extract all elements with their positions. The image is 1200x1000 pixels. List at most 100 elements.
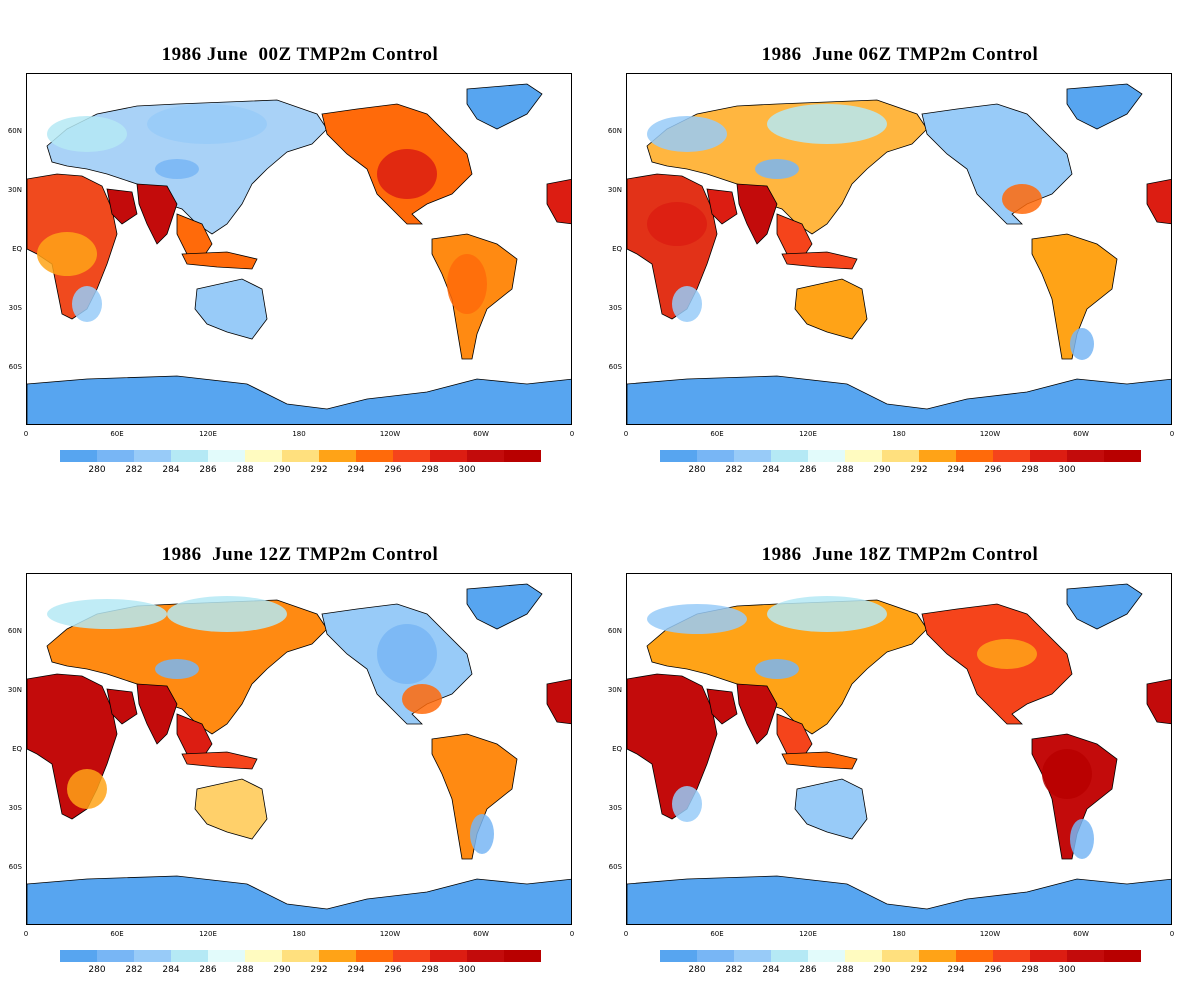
colorbar-swatch bbox=[697, 450, 734, 462]
lon-tick-label: 180 bbox=[292, 430, 306, 438]
colorbar-label: 300 bbox=[458, 965, 476, 975]
temperature-region bbox=[1002, 184, 1042, 214]
colorbar-label: 298 bbox=[421, 965, 439, 975]
colorbar-swatch bbox=[319, 950, 356, 962]
colorbar-swatch bbox=[97, 950, 134, 962]
temperature-map bbox=[627, 83, 1171, 424]
temperature-region bbox=[1042, 749, 1092, 799]
land-indonesia bbox=[181, 251, 258, 270]
colorbar-label: 286 bbox=[799, 465, 817, 475]
colorbar-label: 282 bbox=[725, 465, 743, 475]
land-arabia bbox=[106, 688, 138, 725]
colorbar-label: 284 bbox=[162, 965, 180, 975]
colorbar-swatch bbox=[956, 450, 993, 462]
colorbar-label: 298 bbox=[1021, 465, 1039, 475]
temperature-region bbox=[377, 149, 437, 199]
panel-title: 1986 June 12Z TMP2m Control bbox=[161, 544, 439, 565]
colorbar-label: 294 bbox=[347, 465, 365, 475]
lat-tick-label: EQ bbox=[12, 745, 22, 753]
colorbar-label: 300 bbox=[1058, 965, 1076, 975]
land-africa bbox=[627, 673, 718, 820]
land-antarctica bbox=[627, 875, 1171, 924]
lon-tick-label: 0 bbox=[1169, 930, 1175, 938]
land-arabia bbox=[706, 188, 738, 225]
land-greenland bbox=[466, 83, 543, 130]
colorbar-label: 280 bbox=[88, 965, 106, 975]
colorbar-label: 288 bbox=[836, 965, 854, 975]
lat-tick-label: 60S bbox=[8, 863, 22, 871]
lon-tick-label: 0 bbox=[569, 430, 575, 438]
colorbar-swatch bbox=[134, 950, 171, 962]
colorbar-label: 298 bbox=[421, 465, 439, 475]
temperature-region bbox=[1070, 328, 1094, 360]
lon-tick-label: 120E bbox=[799, 930, 817, 938]
land-india bbox=[736, 183, 778, 245]
colorbar-label: 288 bbox=[836, 465, 854, 475]
temperature-map bbox=[627, 583, 1171, 924]
colorbar-label: 296 bbox=[384, 465, 402, 475]
map-plot-area bbox=[626, 573, 1172, 925]
colorbar-label: 284 bbox=[162, 465, 180, 475]
colorbar-swatch bbox=[660, 950, 697, 962]
colorbar-label: 286 bbox=[799, 965, 817, 975]
lon-tick-label: 0 bbox=[623, 930, 629, 938]
temperature-region bbox=[377, 624, 437, 684]
map-plot-area bbox=[26, 73, 572, 425]
temperature-region bbox=[647, 116, 727, 152]
lat-tick-label: 30N bbox=[607, 686, 622, 694]
lon-tick-label: 0 bbox=[569, 930, 575, 938]
temperature-region bbox=[755, 159, 799, 179]
temperature-region bbox=[672, 786, 702, 822]
colorbar-swatch bbox=[734, 450, 771, 462]
colorbar-swatch bbox=[319, 450, 356, 462]
colorbar-swatch bbox=[504, 950, 541, 962]
lat-tick-label: EQ bbox=[612, 245, 622, 253]
colorbar-label: 282 bbox=[725, 965, 743, 975]
temperature-map bbox=[27, 583, 571, 924]
temperature-region bbox=[147, 104, 267, 144]
lon-tick-label: 60E bbox=[710, 430, 724, 438]
temperature-region bbox=[47, 599, 167, 629]
colorbar-swatch bbox=[393, 950, 430, 962]
lon-tick-label: 120E bbox=[199, 430, 217, 438]
land-australia bbox=[794, 778, 868, 840]
colorbar bbox=[660, 450, 1141, 462]
colorbar-swatch bbox=[245, 950, 282, 962]
colorbar-swatch bbox=[282, 950, 319, 962]
colorbar-label: 288 bbox=[236, 465, 254, 475]
lon-tick-label: 180 bbox=[892, 430, 906, 438]
colorbar-swatch bbox=[60, 450, 97, 462]
colorbar-swatch bbox=[282, 450, 319, 462]
lat-tick-label: 30S bbox=[8, 304, 22, 312]
lat-tick-label: 60N bbox=[607, 127, 622, 135]
colorbar-swatch bbox=[882, 950, 919, 962]
colorbar-label: 292 bbox=[910, 465, 928, 475]
temperature-region bbox=[47, 116, 127, 152]
lat-tick-label: 30S bbox=[608, 304, 622, 312]
colorbar-swatch bbox=[919, 450, 956, 462]
colorbar-swatch bbox=[845, 450, 882, 462]
colorbar-label: 288 bbox=[236, 965, 254, 975]
colorbar-swatch bbox=[734, 950, 771, 962]
colorbar-label: 292 bbox=[310, 465, 328, 475]
lon-tick-label: 60E bbox=[110, 430, 124, 438]
colorbar-swatch bbox=[1067, 450, 1104, 462]
land-indonesia bbox=[781, 251, 858, 270]
temperature-region bbox=[470, 814, 494, 854]
colorbar-label: 290 bbox=[873, 465, 891, 475]
panel-title: 1986 June 18Z TMP2m Control bbox=[761, 544, 1039, 565]
lon-tick-label: 120W bbox=[379, 430, 401, 438]
lat-tick-label: 30S bbox=[8, 804, 22, 812]
colorbar-swatch bbox=[993, 950, 1030, 962]
colorbar-swatch bbox=[356, 950, 393, 962]
lat-tick-label: 30N bbox=[7, 686, 22, 694]
lat-tick-label: 30N bbox=[607, 186, 622, 194]
lat-tick-label: EQ bbox=[12, 245, 22, 253]
lat-tick-label: EQ bbox=[612, 745, 622, 753]
colorbar-swatch bbox=[882, 450, 919, 462]
land-antarctica bbox=[627, 375, 1171, 424]
colorbar-swatch bbox=[208, 450, 245, 462]
temperature-region bbox=[402, 684, 442, 714]
land-westAfrica2 bbox=[546, 178, 571, 225]
colorbar-swatch bbox=[134, 450, 171, 462]
